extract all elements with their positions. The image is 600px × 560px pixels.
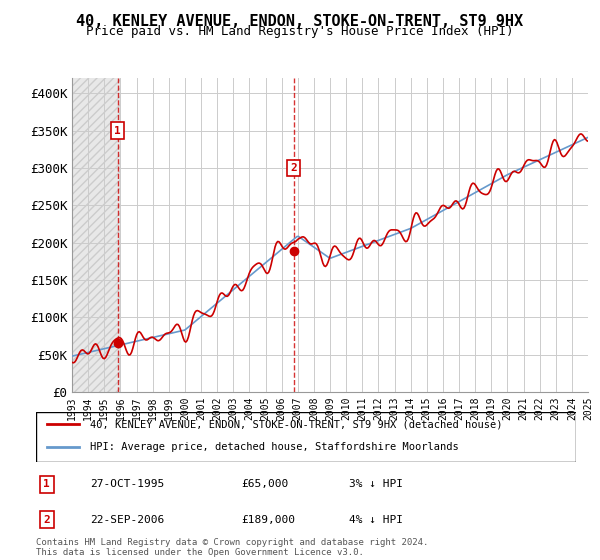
Text: £65,000: £65,000: [241, 479, 289, 489]
Text: 40, KENLEY AVENUE, ENDON, STOKE-ON-TRENT, ST9 9HX: 40, KENLEY AVENUE, ENDON, STOKE-ON-TRENT…: [76, 14, 524, 29]
Text: 22-SEP-2006: 22-SEP-2006: [90, 515, 164, 525]
Bar: [72, 78, 121, 392]
Text: HPI: Average price, detached house, Staffordshire Moorlands: HPI: Average price, detached house, Staf…: [90, 442, 459, 452]
Text: 40, KENLEY AVENUE, ENDON, STOKE-ON-TRENT, ST9 9HX (detached house): 40, KENLEY AVENUE, ENDON, STOKE-ON-TRENT…: [90, 419, 503, 429]
Text: 3% ↓ HPI: 3% ↓ HPI: [349, 479, 403, 489]
Text: 2: 2: [290, 163, 297, 173]
Text: 27-OCT-1995: 27-OCT-1995: [90, 479, 164, 489]
Text: 2: 2: [43, 515, 50, 525]
Text: Price paid vs. HM Land Registry's House Price Index (HPI): Price paid vs. HM Land Registry's House …: [86, 25, 514, 38]
Text: Contains HM Land Registry data © Crown copyright and database right 2024.
This d: Contains HM Land Registry data © Crown c…: [36, 538, 428, 557]
Text: £189,000: £189,000: [241, 515, 295, 525]
Text: 1: 1: [114, 125, 121, 136]
Text: 1: 1: [43, 479, 50, 489]
Bar: [72, 78, 88, 392]
Text: 4% ↓ HPI: 4% ↓ HPI: [349, 515, 403, 525]
